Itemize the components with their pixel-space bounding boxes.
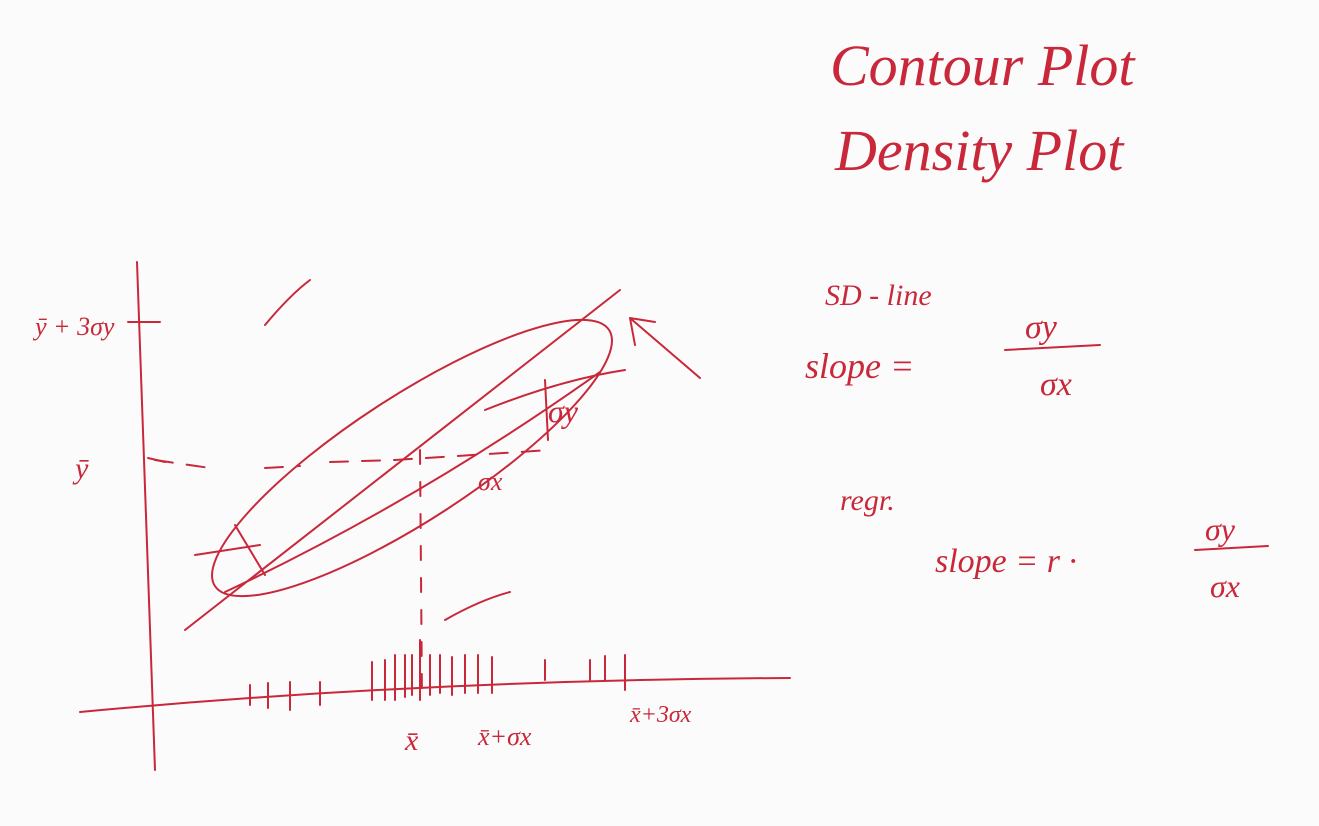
regression-line (224, 371, 601, 593)
fraction-bar (1004, 344, 1101, 351)
title: Contour Plot (830, 33, 1136, 98)
regression-label: regr. (840, 484, 895, 517)
x-axis (79, 677, 791, 713)
rug (249, 639, 626, 711)
mean-x-line (419, 449, 423, 701)
sd-marks (194, 369, 626, 576)
y-axis (136, 261, 156, 771)
y-label: ȳ (72, 452, 89, 485)
contour-ellipse (211, 318, 613, 598)
sd-denominator: σx (1040, 366, 1072, 403)
x-label: x̄ (404, 724, 419, 757)
mean-y-line (154, 449, 551, 469)
outer-contour (264, 279, 511, 621)
y-label: ȳ + 3σy (32, 312, 115, 341)
sketch-label: σy (548, 393, 579, 429)
title: Density Plot (834, 118, 1125, 183)
sd-numerator: σy (1025, 309, 1058, 346)
regression-denominator: σx (1210, 568, 1240, 604)
x-label: x̄+σx (477, 722, 532, 751)
arrow (629, 317, 701, 379)
regression-slope: slope = r · (935, 543, 1077, 580)
fraction-bar (1194, 545, 1269, 551)
regression-numerator: σy (1205, 511, 1236, 547)
x-label: x̄+3σx (629, 702, 692, 728)
sketch-label: σx (478, 467, 503, 496)
sd-line-label: SD - line (825, 279, 932, 312)
sd-slope: slope = (805, 346, 914, 386)
